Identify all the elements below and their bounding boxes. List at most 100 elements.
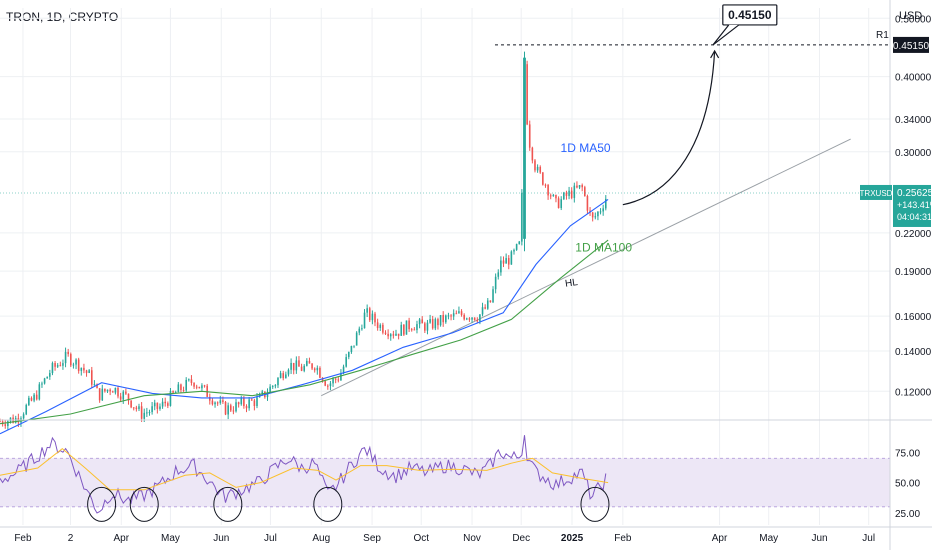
candle-body [329, 383, 332, 386]
candle-body [156, 402, 159, 409]
candle-body [374, 313, 376, 323]
candle-body [235, 402, 237, 412]
candle-body [405, 320, 408, 335]
candle-body [358, 328, 361, 333]
candle-body [306, 360, 308, 366]
rsi-panel [0, 419, 932, 522]
price-tick-label: 0.50000 [895, 14, 932, 25]
target-callout-box [722, 4, 778, 26]
candle-body [434, 319, 437, 329]
candle-body [161, 401, 164, 407]
candle-body [303, 365, 306, 371]
candle-body [169, 391, 172, 406]
candle-body [279, 373, 282, 379]
candle-body [387, 333, 389, 337]
candle-body [392, 334, 395, 336]
candle-body [528, 124, 531, 148]
moving-averages [0, 198, 609, 435]
price-tick-label: 0.34000 [895, 115, 932, 126]
candle-body [298, 360, 300, 367]
candle-body [597, 211, 599, 217]
candle-body [151, 406, 153, 413]
candle-body [114, 387, 117, 393]
candle-body [287, 369, 290, 375]
candle-body [75, 359, 77, 365]
candle-body [502, 260, 505, 264]
candle-body [327, 385, 329, 387]
candle-body [515, 244, 518, 250]
candle-body [552, 194, 555, 197]
candle-body [300, 366, 303, 371]
candle-body [544, 184, 547, 186]
time-tick-label: May [161, 533, 180, 544]
price-tick-label: 0.40000 [895, 73, 932, 84]
candle-body [214, 402, 216, 405]
candle-body [0, 421, 1, 423]
time-tick-label: Sep [363, 533, 381, 544]
candle-body [481, 307, 484, 315]
rsi-line [0, 435, 607, 514]
candle-body [227, 405, 229, 415]
time-tick-label: 2025 [561, 533, 584, 544]
ma50-line [0, 198, 609, 435]
currency-label[interactable]: USD [899, 10, 923, 22]
candle-body [232, 410, 235, 412]
time-tick-label: May [759, 533, 778, 544]
target-price-tag [893, 36, 929, 53]
candle-body [521, 192, 523, 242]
candle-body [130, 400, 132, 408]
candle-body [308, 360, 311, 364]
candle-body [560, 199, 563, 209]
candle-body [201, 385, 203, 389]
candle-body [72, 364, 75, 366]
candle-body [403, 324, 405, 335]
candle-body [342, 366, 345, 374]
candle-body [164, 401, 167, 404]
rsi-tick-label: 25.00 [895, 509, 920, 520]
candle-body [182, 390, 185, 392]
rsi-low-circle [213, 486, 243, 522]
target-callout-text: 0.45150 [728, 8, 772, 22]
candle-body [70, 354, 72, 366]
candle-body [395, 333, 397, 336]
price-tick-label: 0.16000 [895, 312, 932, 323]
candle-body [30, 397, 33, 401]
higher-low-label: HL [564, 277, 579, 290]
candle-body [324, 381, 326, 386]
candle-body [429, 319, 431, 323]
candle-body [237, 402, 240, 405]
annotations: R1 0.45150 1D MA50 1D MA100 HL [494, 4, 890, 290]
time-tick-label: Apr [712, 533, 728, 544]
candle-body [586, 196, 589, 211]
candle-body [397, 333, 400, 336]
candle-body [198, 386, 201, 389]
candle-body [421, 319, 424, 324]
candle-body [93, 384, 96, 386]
time-tick-label: Nov [463, 533, 481, 544]
rsi-tick-label: 50.00 [895, 479, 920, 490]
time-tick-label: Jun [811, 533, 827, 544]
rsi-low-circle [129, 486, 159, 522]
candle-body [222, 400, 224, 402]
candle-body [7, 421, 9, 427]
time-tick-label: Jul [862, 533, 875, 544]
candle-body [452, 313, 455, 317]
chart-symbol-header: TRON, 1D, CRYPTO [6, 10, 119, 24]
candle-body [316, 367, 319, 371]
time-tick-label: Dec [512, 533, 530, 544]
candle-body [90, 370, 93, 385]
candle-body [555, 194, 557, 199]
candle-body [539, 166, 542, 173]
candle-body [513, 249, 515, 252]
candle-body [368, 308, 371, 321]
candle-body [549, 195, 552, 197]
candle-body [576, 185, 578, 188]
candle-body [208, 396, 211, 401]
candle-body [153, 402, 156, 407]
candle-body [80, 367, 83, 371]
candle-body [67, 351, 69, 355]
candle-body [507, 258, 510, 265]
candle-body [188, 379, 190, 381]
candle-body [248, 399, 250, 409]
